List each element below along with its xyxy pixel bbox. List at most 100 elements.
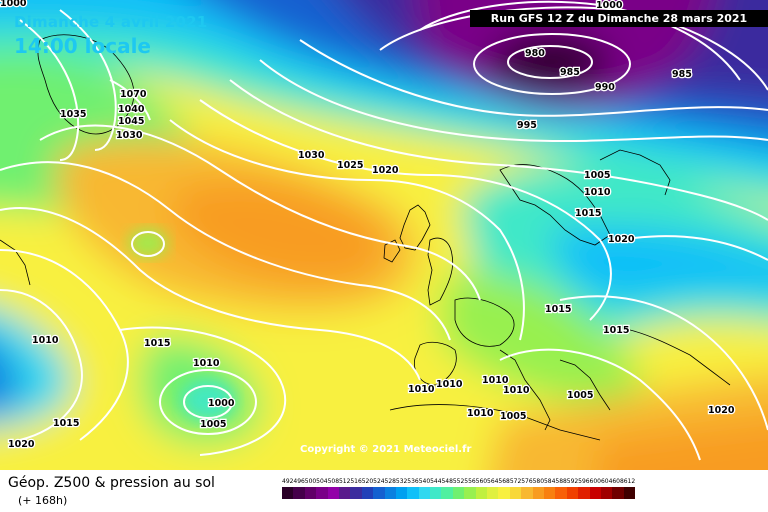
legend-swatch [395, 487, 408, 499]
legend-value: 612 [623, 478, 636, 485]
footer: Géop. Z500 & pression au sol (+ 168h) 49… [0, 470, 768, 512]
isobar-label: 1010 [436, 379, 463, 390]
isobar-label: 1010 [408, 384, 435, 395]
legend-value: 504 [316, 478, 328, 485]
isobar-label: 980 [525, 48, 545, 59]
isobar-label: 1010 [584, 187, 611, 198]
isobar-label: 1010 [193, 358, 220, 369]
forecast-offset: (+ 168h) [18, 494, 68, 507]
legend-value: 580 [532, 478, 545, 485]
legend-value: 604 [600, 478, 613, 485]
legend-swatch [600, 487, 613, 499]
isobar-label: 985 [560, 67, 580, 78]
legend-value: 608 [612, 478, 624, 485]
legend-swatch [327, 487, 339, 499]
coastlines [0, 34, 731, 441]
legend-swatch [555, 487, 567, 499]
isobar-label: 1040 [118, 104, 145, 115]
legend-swatch [373, 487, 385, 499]
legend-swatch [543, 487, 556, 499]
run-label: Run GFS 12 Z du Dimanche 28 mars 2021 [470, 10, 768, 27]
legend-swatch [509, 487, 522, 499]
isobar-label: 1010 [32, 335, 59, 346]
legend-swatch [623, 487, 636, 499]
isobar-labels: 1035 1070 1040 1045 1030 1030 1025 1020 … [0, 0, 736, 451]
isobar-label: 1000 [596, 0, 623, 11]
legend-value: 516 [350, 478, 362, 485]
legend-value: 500 [304, 478, 317, 485]
legend-swatch [418, 487, 431, 499]
isobar-label: 1010 [467, 408, 494, 419]
legend-swatch [338, 487, 351, 499]
legend-swatch [521, 487, 533, 499]
map-canvas: 1035 1070 1040 1045 1030 1030 1025 1020 … [0, 0, 768, 470]
legend-swatch [441, 487, 453, 499]
legend-swatch [464, 487, 476, 499]
color-legend: 492 496 500 504 508 512 516 520 524 528 532 536 540 5… [282, 478, 635, 499]
isobar-label: 1045 [118, 116, 144, 127]
legend-value: 564 [487, 478, 499, 485]
isobar-label: 985 [672, 69, 692, 80]
map-product-title: Géop. Z500 & pression au sol [8, 475, 215, 491]
geopotential-field [0, 0, 768, 470]
legend-value: 556 [464, 478, 476, 485]
isobar-label: 1005 [567, 390, 593, 401]
legend-swatch [384, 487, 396, 499]
legend-value: 572 [509, 478, 522, 485]
isobars [0, 0, 768, 461]
legend-swatch [304, 487, 317, 499]
legend-swatch [452, 487, 465, 499]
legend-swatch [532, 487, 544, 499]
isobar-label: 1035 [60, 109, 86, 120]
isobar-label: 1020 [372, 165, 399, 176]
legend-value: 576 [521, 478, 533, 485]
legend-value: 600 [589, 478, 601, 485]
isobar-label: 1070 [120, 89, 147, 100]
isobar-label: 1010 [482, 375, 509, 386]
isobar-label: 1020 [708, 405, 735, 416]
isobar-label: 1015 [144, 338, 170, 349]
isobar-label: 1025 [337, 160, 363, 171]
legend-value: 492 [282, 478, 294, 485]
isobar-label: 1010 [503, 385, 530, 396]
isobar-label: 1015 [575, 208, 601, 219]
isobar-label: 1030 [298, 150, 325, 161]
isobar-label: 1020 [608, 234, 635, 245]
legend-swatch [578, 487, 590, 499]
legend-value: 532 [395, 478, 408, 485]
isobar-label: 1015 [53, 418, 79, 429]
legend-value: 544 [430, 478, 442, 485]
legend-swatch [430, 487, 442, 499]
forecast-time: 14:00 locale [14, 34, 151, 58]
legend-bar [282, 487, 636, 499]
legend-value: 528 [384, 478, 396, 485]
legend-value: 496 [293, 478, 305, 485]
legend-swatch [498, 487, 510, 499]
legend-value: 588 [555, 478, 567, 485]
isobar-label: 1005 [584, 170, 610, 181]
legend-value: 568 [498, 478, 510, 485]
legend-value: 520 [361, 478, 374, 485]
weather-map: 1035 1070 1040 1045 1030 1030 1025 1020 … [0, 0, 768, 470]
legend-swatch [293, 487, 305, 499]
isobar-label: 1020 [8, 439, 35, 450]
isobar-label: 995 [517, 120, 537, 131]
legend-value: 552 [452, 478, 465, 485]
isobar-label: 990 [595, 82, 615, 93]
copyright: Copyright © 2021 Meteociel.fr [300, 444, 472, 455]
legend-value: 584 [543, 478, 556, 485]
forecast-date: Dimanche 4 avril 2021 [14, 13, 208, 31]
corner-label: 1000 [0, 0, 27, 9]
legend-swatch [316, 487, 328, 499]
legend-swatch [589, 487, 601, 499]
legend-swatch [487, 487, 499, 499]
legend-swatch [282, 487, 294, 499]
isobar-label: 1030 [116, 130, 143, 141]
isobar-label: 1015 [603, 325, 629, 336]
legend-swatch [407, 487, 419, 499]
isobar-label: 1005 [500, 411, 526, 422]
legend-swatch [475, 487, 488, 499]
legend-swatch [350, 487, 362, 499]
legend-swatch [566, 487, 579, 499]
legend-value: 508 [327, 478, 340, 485]
